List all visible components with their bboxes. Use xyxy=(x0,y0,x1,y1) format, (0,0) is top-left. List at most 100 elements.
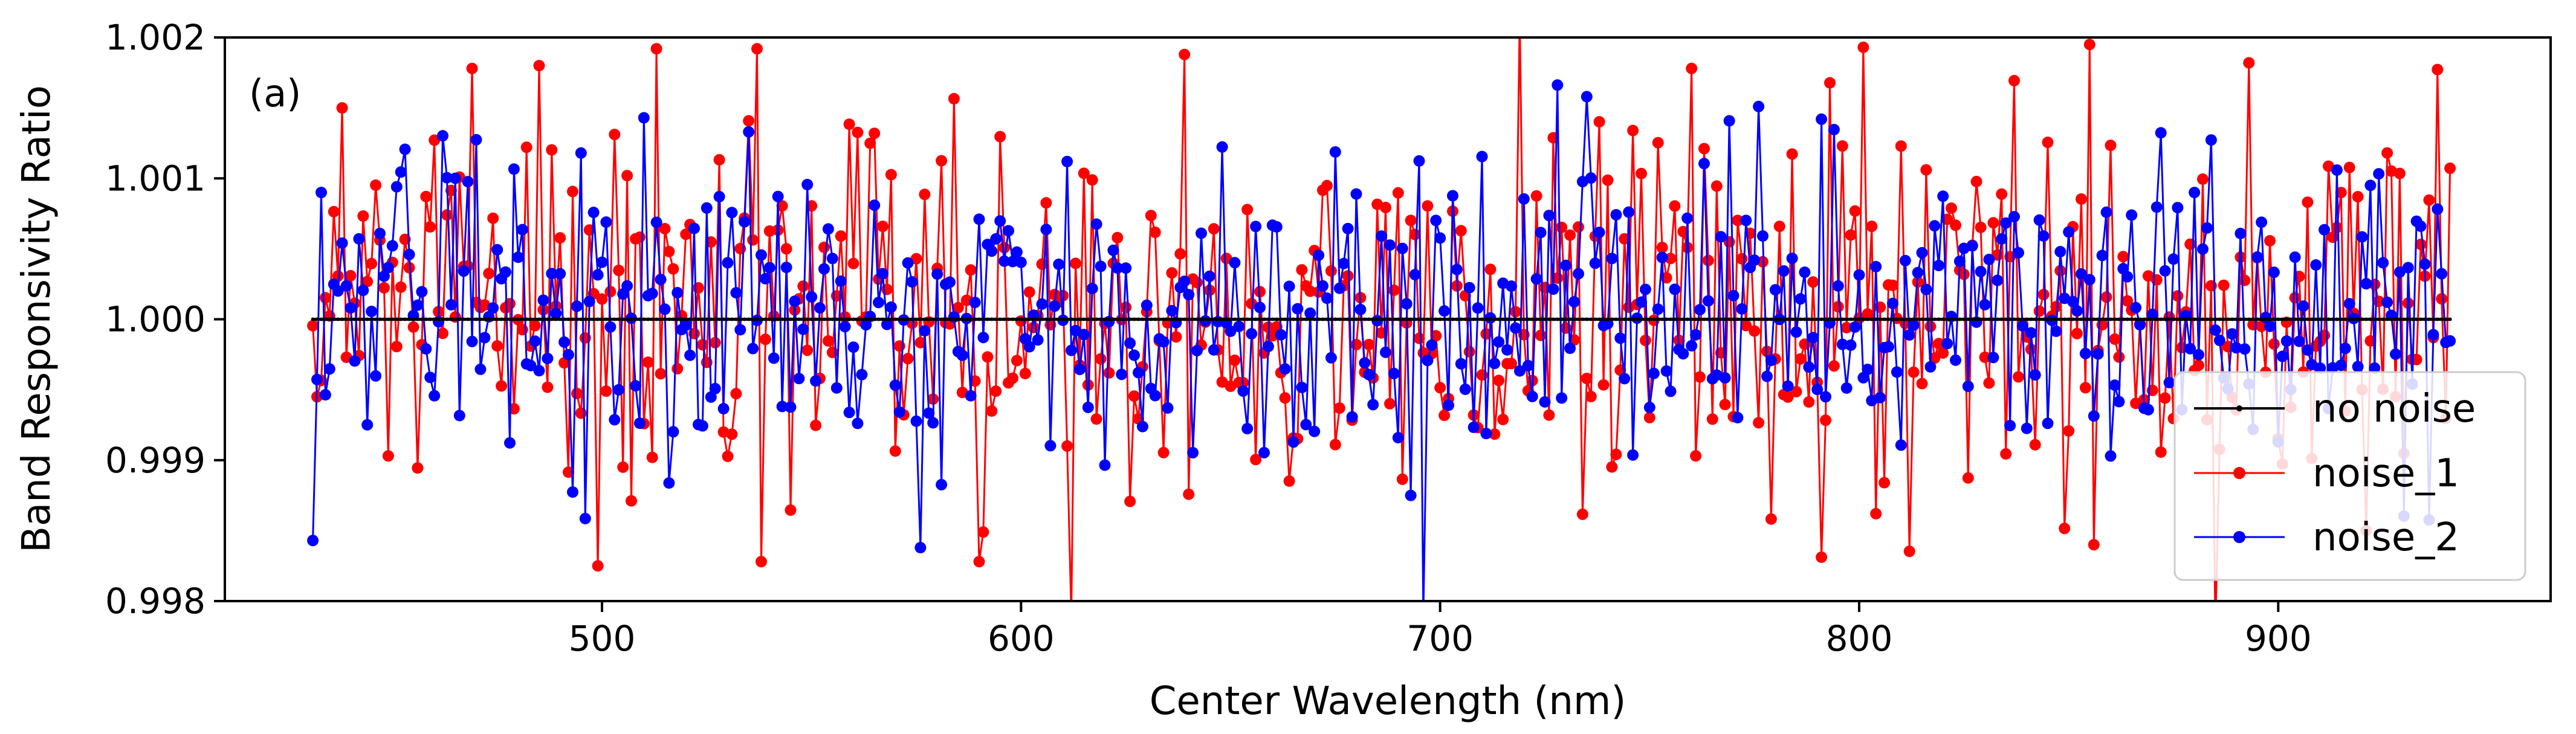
data-point-noise-2-703 xyxy=(1447,190,1458,202)
data-point-no noise-807 xyxy=(1886,317,1891,321)
data-point-no noise-506 xyxy=(625,317,629,321)
data-point-noise-2-785 xyxy=(1790,326,1802,338)
data-point-noise-2-454 xyxy=(403,248,415,260)
data-point-no noise-600 xyxy=(1019,317,1023,321)
data-point-no noise-744 xyxy=(1622,317,1626,321)
y-tick-label-1.002: 1.002 xyxy=(105,17,205,58)
data-point-noise-1-595 xyxy=(994,130,1006,143)
data-point-noise-2-648 xyxy=(1216,141,1228,153)
x-tick-label-800: 800 xyxy=(1826,618,1893,659)
data-point-noise-1-748 xyxy=(1636,167,1647,179)
data-point-noise-2-939 xyxy=(2436,268,2448,280)
data-point-noise-1-511 xyxy=(642,356,654,369)
data-point-noise-1-731 xyxy=(1564,229,1576,241)
data-point-no noise-582 xyxy=(943,317,948,321)
data-point-no noise-729 xyxy=(1559,317,1564,321)
data-point-noise-1-517 xyxy=(667,263,679,275)
data-point-noise-2-602 xyxy=(1023,341,1035,353)
data-point-no noise-574 xyxy=(910,317,914,321)
data-point-noise-1-707 xyxy=(1463,346,1475,358)
data-point-no noise-740 xyxy=(1606,317,1610,321)
data-point-noise-2-598 xyxy=(1007,256,1018,268)
data-point-noise-1-538 xyxy=(756,556,767,568)
data-point-noise-1-831 xyxy=(1983,377,1995,389)
data-point-no noise-747 xyxy=(1635,317,1639,321)
data-point-no noise-870 xyxy=(2150,317,2155,321)
data-point-no noise-678 xyxy=(1346,317,1350,321)
data-point-no noise-667 xyxy=(1299,317,1304,321)
data-point-no noise-701 xyxy=(1442,317,1446,321)
data-point-noise-1-752 xyxy=(1652,137,1664,149)
data-point-noise-2-441 xyxy=(349,355,361,367)
data-point-no noise-590 xyxy=(977,317,981,321)
data-point-noise-1-459 xyxy=(424,221,436,233)
data-point-noise-2-624 xyxy=(1116,369,1128,381)
data-point-no noise-689 xyxy=(1392,317,1396,321)
data-point-no noise-619 xyxy=(1099,317,1103,321)
data-point-noise-1-530 xyxy=(722,450,734,462)
data-point-noise-1-799 xyxy=(1849,205,1861,217)
data-point-noise-1-431 xyxy=(307,320,319,332)
data-point-noise-2-586 xyxy=(956,349,968,361)
data-point-no noise-801 xyxy=(1861,317,1865,321)
data-point-noise-2-723 xyxy=(1530,273,1542,285)
data-point-noise-2-698 xyxy=(1426,339,1438,351)
data-point-noise-2-938 xyxy=(2432,203,2444,215)
data-point-no noise-450 xyxy=(390,317,395,321)
data-point-no noise-659 xyxy=(1266,317,1270,321)
data-point-noise-2-895 xyxy=(2251,251,2264,263)
data-point-noise-2-456 xyxy=(412,299,424,311)
data-point-noise-2-884 xyxy=(2205,134,2217,146)
y-axis: 0.998 0.999 1.000 1.001 1.002 xyxy=(105,17,225,622)
data-point-noise-1-544 xyxy=(780,243,792,255)
data-point-no noise-606 xyxy=(1044,317,1048,321)
data-point-no noise-651 xyxy=(1232,317,1237,321)
data-point-no noise-839 xyxy=(2021,317,2025,321)
data-point-no noise-900 xyxy=(2276,317,2280,321)
data-point-noise-1-786 xyxy=(1794,353,1807,365)
data-point-noise-1-448 xyxy=(378,282,390,294)
data-point-noise-2-605 xyxy=(1036,298,1048,310)
data-point-noise-2-891 xyxy=(2235,228,2247,239)
data-point-noise-2-504 xyxy=(613,384,625,396)
data-point-noise-1-637 xyxy=(1170,331,1182,343)
data-point-noise-1-528 xyxy=(713,154,725,166)
data-point-no noise-922 xyxy=(2368,317,2372,321)
data-point-noise-1-775 xyxy=(1749,325,1761,337)
y-tick-label-0.998: 0.998 xyxy=(105,581,205,622)
data-point-no noise-552 xyxy=(818,317,822,321)
data-point-no noise-907 xyxy=(2305,317,2309,321)
data-point-no noise-941 xyxy=(2448,317,2452,321)
data-point-no noise-692 xyxy=(1405,317,1409,321)
data-point-no noise-664 xyxy=(1287,317,1292,321)
data-point-noise-1-904 xyxy=(2289,292,2301,304)
data-point-no noise-656 xyxy=(1254,317,1258,321)
data-point-noise-2-444 xyxy=(361,419,374,431)
data-point-noise-2-859 xyxy=(2100,206,2112,218)
data-point-no noise-719 xyxy=(1518,317,1522,321)
data-point-noise-2-738 xyxy=(1593,227,1605,239)
data-point-noise-2-604 xyxy=(1032,334,1044,346)
data-point-noise-2-873 xyxy=(2159,265,2171,277)
data-point-noise-2-736 xyxy=(1585,172,1597,184)
data-point-noise-2-541 xyxy=(768,352,780,364)
data-point-no noise-798 xyxy=(1849,317,1853,321)
data-point-noise-2-569 xyxy=(885,301,897,313)
data-point-no noise-488 xyxy=(549,317,554,321)
data-point-no noise-824 xyxy=(1958,317,1962,321)
data-point-no noise-810 xyxy=(1899,317,1903,321)
data-point-no noise-628 xyxy=(1136,317,1141,321)
data-point-noise-2-667 xyxy=(1296,381,1308,393)
data-point-no noise-776 xyxy=(1756,317,1761,321)
data-point-noise-1-793 xyxy=(1824,77,1836,89)
data-point-no noise-466 xyxy=(458,317,462,321)
data-point-noise-1-618 xyxy=(1090,413,1102,425)
data-point-noise-1-766 xyxy=(1710,180,1723,192)
data-point-no noise-823 xyxy=(1953,317,1958,321)
data-point-no noise-859 xyxy=(2105,317,2109,321)
data-point-noise-2-787 xyxy=(1799,266,1811,278)
data-point-no noise-686 xyxy=(1379,317,1383,321)
data-point-noise-1-626 xyxy=(1124,495,1136,507)
data-point-noise-1-885 xyxy=(2210,623,2221,635)
data-point-no noise-666 xyxy=(1295,317,1299,321)
